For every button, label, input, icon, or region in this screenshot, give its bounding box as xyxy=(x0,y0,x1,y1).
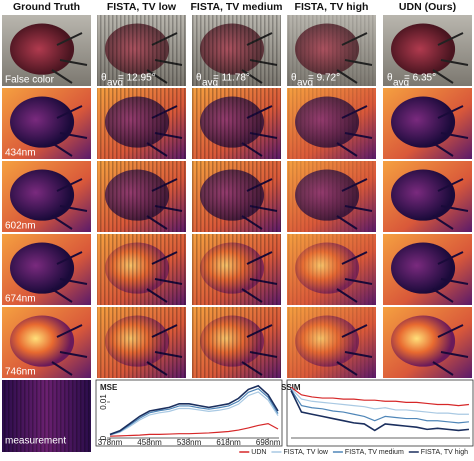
image-object xyxy=(10,169,75,221)
series-line xyxy=(109,422,279,437)
angle-subscript: avg xyxy=(202,78,218,89)
ssim-frame xyxy=(286,379,474,447)
image-artifacts xyxy=(192,307,281,378)
column-header: FISTA, TV medium xyxy=(191,1,283,13)
image-artifacts xyxy=(287,161,376,232)
series-line xyxy=(290,390,470,432)
column-header: FISTA, TV high xyxy=(295,1,369,13)
image-artifacts xyxy=(97,88,186,159)
y-tick-label: 0 xyxy=(99,435,108,440)
column-header: FISTA, TV low xyxy=(107,1,177,13)
image-artifacts xyxy=(97,307,186,378)
image-artifacts xyxy=(287,88,376,159)
image-legs xyxy=(51,105,88,157)
angle-subscript: avg xyxy=(297,78,313,89)
image-artifacts xyxy=(192,234,281,305)
image-artifacts xyxy=(192,15,281,86)
image-artifacts xyxy=(97,15,186,86)
image-legs xyxy=(51,324,88,376)
row-label: 674nm xyxy=(5,294,36,305)
legend-label: FISTA, TV low xyxy=(283,449,328,456)
angle-value: = 6.35° xyxy=(404,73,436,84)
image-artifacts xyxy=(287,307,376,378)
image-grid xyxy=(2,15,472,378)
image-object xyxy=(391,242,456,294)
image-object xyxy=(391,23,456,75)
image-artifacts xyxy=(287,15,376,86)
row-label: 602nm xyxy=(5,221,36,232)
legend-label: FISTA, TV medium xyxy=(345,449,404,456)
image-legs xyxy=(51,178,88,230)
row-label: 746nm xyxy=(5,367,36,378)
image-legs xyxy=(51,32,88,84)
series-line xyxy=(290,387,469,415)
x-tick-label: 618nm xyxy=(216,438,241,447)
x-tick-label: 698nm xyxy=(256,438,281,447)
y-tick-label: 0.01 xyxy=(99,394,108,410)
angle-symbol: θ xyxy=(387,73,393,84)
image-object xyxy=(10,96,75,148)
angle-symbol: θ xyxy=(196,73,202,84)
image-artifacts xyxy=(97,161,186,232)
series-line xyxy=(290,389,470,424)
measurement-stripes xyxy=(2,380,91,452)
image-legs xyxy=(432,251,469,303)
image-artifacts xyxy=(97,234,186,305)
column-header: Ground Truth xyxy=(13,1,80,13)
mse-frame xyxy=(95,379,283,447)
image-object xyxy=(10,315,75,367)
angle-value: = 11.78° xyxy=(213,73,250,84)
measurement-label: measurement xyxy=(5,436,66,447)
chart-title: MSE xyxy=(100,383,118,392)
image-object xyxy=(391,96,456,148)
x-tick-label: 458nm xyxy=(137,438,162,447)
angle-value: = 9.72° xyxy=(308,73,340,84)
angle-symbol: θ xyxy=(101,73,107,84)
legend-label: UDN xyxy=(251,449,266,456)
row-label: False color xyxy=(5,75,55,86)
legend: UDN FISTA, TV low FISTA, TV medium FISTA, T… xyxy=(239,449,468,456)
image-legs xyxy=(432,324,469,376)
image-object xyxy=(391,169,456,221)
series-line xyxy=(109,387,279,436)
angle-subscript: avg xyxy=(107,78,123,89)
x-tick-label: 538nm xyxy=(177,438,202,447)
angle-symbol: θ xyxy=(291,73,297,84)
series-line xyxy=(109,384,279,436)
image-artifacts xyxy=(287,234,376,305)
image-legs xyxy=(51,251,88,303)
series-line xyxy=(109,391,279,436)
image-legs xyxy=(432,178,469,230)
image-legs xyxy=(432,105,469,157)
angle-subscript: avg xyxy=(393,78,409,89)
image-legs xyxy=(432,32,469,84)
row-label: 434nm xyxy=(5,148,36,159)
image-object xyxy=(391,315,456,367)
angle-value: = 12.95° xyxy=(118,73,156,84)
legend-label: FISTA, TV high xyxy=(421,449,468,456)
series-line xyxy=(290,386,470,407)
image-object xyxy=(10,242,75,294)
image-artifacts xyxy=(192,88,281,159)
image-object xyxy=(10,23,75,75)
image-artifacts xyxy=(192,161,281,232)
column-header: UDN (Ours) xyxy=(399,1,456,13)
x-tick-label: 378nm xyxy=(98,438,123,447)
